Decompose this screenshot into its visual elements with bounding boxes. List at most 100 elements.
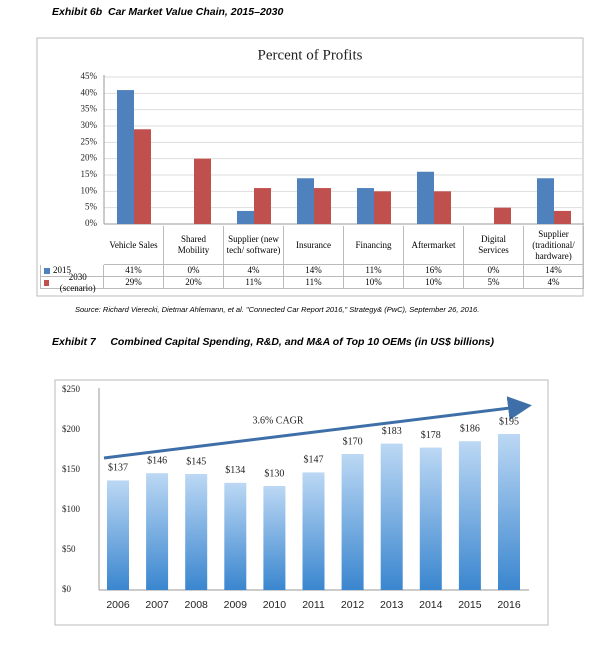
x-tick-label: 2008: [185, 599, 209, 611]
table-value: 0%: [164, 265, 224, 277]
x-tick-label: 2012: [341, 599, 365, 611]
value-label: $134: [225, 465, 245, 476]
y-tick-label: $250: [62, 384, 81, 394]
value-label: $130: [264, 468, 284, 479]
table-value: 11%: [224, 277, 284, 289]
bar: [419, 447, 442, 590]
table-value: 29%: [104, 277, 164, 289]
x-tick-label: 2010: [263, 599, 287, 611]
table-value: 14%: [524, 265, 584, 277]
bar: [417, 171, 434, 224]
y-tick-label: $50: [62, 544, 76, 554]
y-tick-label: 15%: [81, 169, 98, 179]
x-tick-label: 2011: [302, 599, 325, 611]
y-tick-label: 10%: [81, 185, 98, 195]
bar: [224, 482, 247, 590]
table-value: 41%: [104, 265, 164, 277]
bar: [237, 210, 254, 224]
x-tick-label: Digital Services: [464, 226, 524, 265]
table-value: 10%: [344, 277, 404, 289]
bar: [185, 474, 208, 590]
bar: [498, 434, 520, 590]
y-tick-label: $150: [62, 464, 81, 474]
table-value: 4%: [224, 265, 284, 277]
table-value: 0%: [464, 265, 524, 277]
y-tick-label: 30%: [81, 120, 98, 130]
x-tick-label: 2014: [419, 599, 443, 611]
value-label: $146: [147, 455, 167, 466]
y-tick-label: 20%: [81, 153, 98, 163]
value-label: $170: [343, 436, 363, 447]
y-tick-label: 35%: [81, 104, 98, 114]
bar: [341, 454, 364, 590]
value-label: $178: [421, 430, 441, 441]
exhibit-title: Exhibit 7 Combined Capital Spending, R&D…: [52, 336, 494, 348]
y-tick-label: 0%: [85, 218, 98, 228]
bar: [146, 473, 169, 590]
trend-arrow: [103, 396, 532, 460]
x-tick-label: Insurance: [284, 226, 344, 265]
table-value: 20%: [164, 277, 224, 289]
y-tick-label: 25%: [81, 136, 98, 146]
value-label: $145: [186, 456, 206, 467]
table-value: 4%: [524, 277, 584, 289]
bar: [134, 129, 151, 224]
value-label: $183: [382, 426, 402, 437]
y-tick-label: $0: [62, 584, 72, 594]
x-tick-label: 2006: [106, 599, 130, 611]
x-tick-label: Shared Mobility: [164, 226, 224, 265]
value-label: $137: [108, 463, 128, 474]
chart-title: Percent of Profits: [258, 47, 363, 63]
y-tick-label: $200: [62, 424, 81, 434]
legend-swatch: [44, 279, 50, 286]
x-tick-label: Financing: [344, 226, 404, 265]
x-tick-label: 2015: [458, 599, 482, 611]
x-tick-label: Supplier (traditional/ hardware): [524, 226, 584, 265]
bar: [357, 188, 374, 224]
bar: [434, 191, 451, 224]
legend-label: 2030 (scenario): [59, 271, 96, 293]
bar: [107, 480, 129, 590]
y-tick-label: 40%: [81, 87, 98, 97]
table-value: 11%: [344, 265, 404, 277]
bar: [194, 158, 211, 224]
bar: [254, 188, 271, 224]
bar: [494, 207, 511, 224]
chart-frame: [54, 379, 549, 626]
bar: [374, 191, 391, 224]
legend-entry: 2015: [40, 265, 104, 277]
x-tick-label: 2009: [224, 599, 248, 611]
y-tick-label: 5%: [85, 202, 98, 212]
bar: [458, 441, 481, 590]
table-value: 5%: [464, 277, 524, 289]
y-tick-label: $100: [62, 504, 81, 514]
bar: [297, 178, 314, 224]
table-value: 10%: [404, 277, 464, 289]
table-value: 14%: [284, 265, 344, 277]
y-tick-label: 45%: [81, 71, 98, 81]
bar: [117, 90, 134, 224]
annotation: 3.6% CAGR: [252, 415, 303, 426]
table-value: 16%: [404, 265, 464, 277]
chart-frame: [36, 37, 584, 297]
bar: [314, 188, 331, 224]
x-tick-label: Vehicle Sales: [104, 226, 164, 265]
value-label: $147: [304, 455, 324, 466]
x-tick-label: 2013: [380, 599, 404, 611]
x-tick-label: 2007: [145, 599, 169, 611]
x-tick-label: Supplier (new tech/ software): [224, 226, 284, 265]
value-label: $195: [499, 416, 519, 427]
legend-entry: 2030 (scenario): [40, 272, 104, 293]
value-label: $186: [460, 423, 480, 434]
x-tick-label: Aftermarket: [404, 226, 464, 265]
bar: [554, 210, 571, 224]
table-value: 11%: [284, 277, 344, 289]
bar: [302, 472, 325, 590]
x-tick-label: 2016: [497, 599, 521, 611]
bar: [537, 178, 554, 224]
bar: [380, 443, 403, 590]
source: Source: Richard Vierecki, Dietmar Ahlema…: [75, 305, 480, 314]
legend-swatch: [44, 267, 50, 274]
